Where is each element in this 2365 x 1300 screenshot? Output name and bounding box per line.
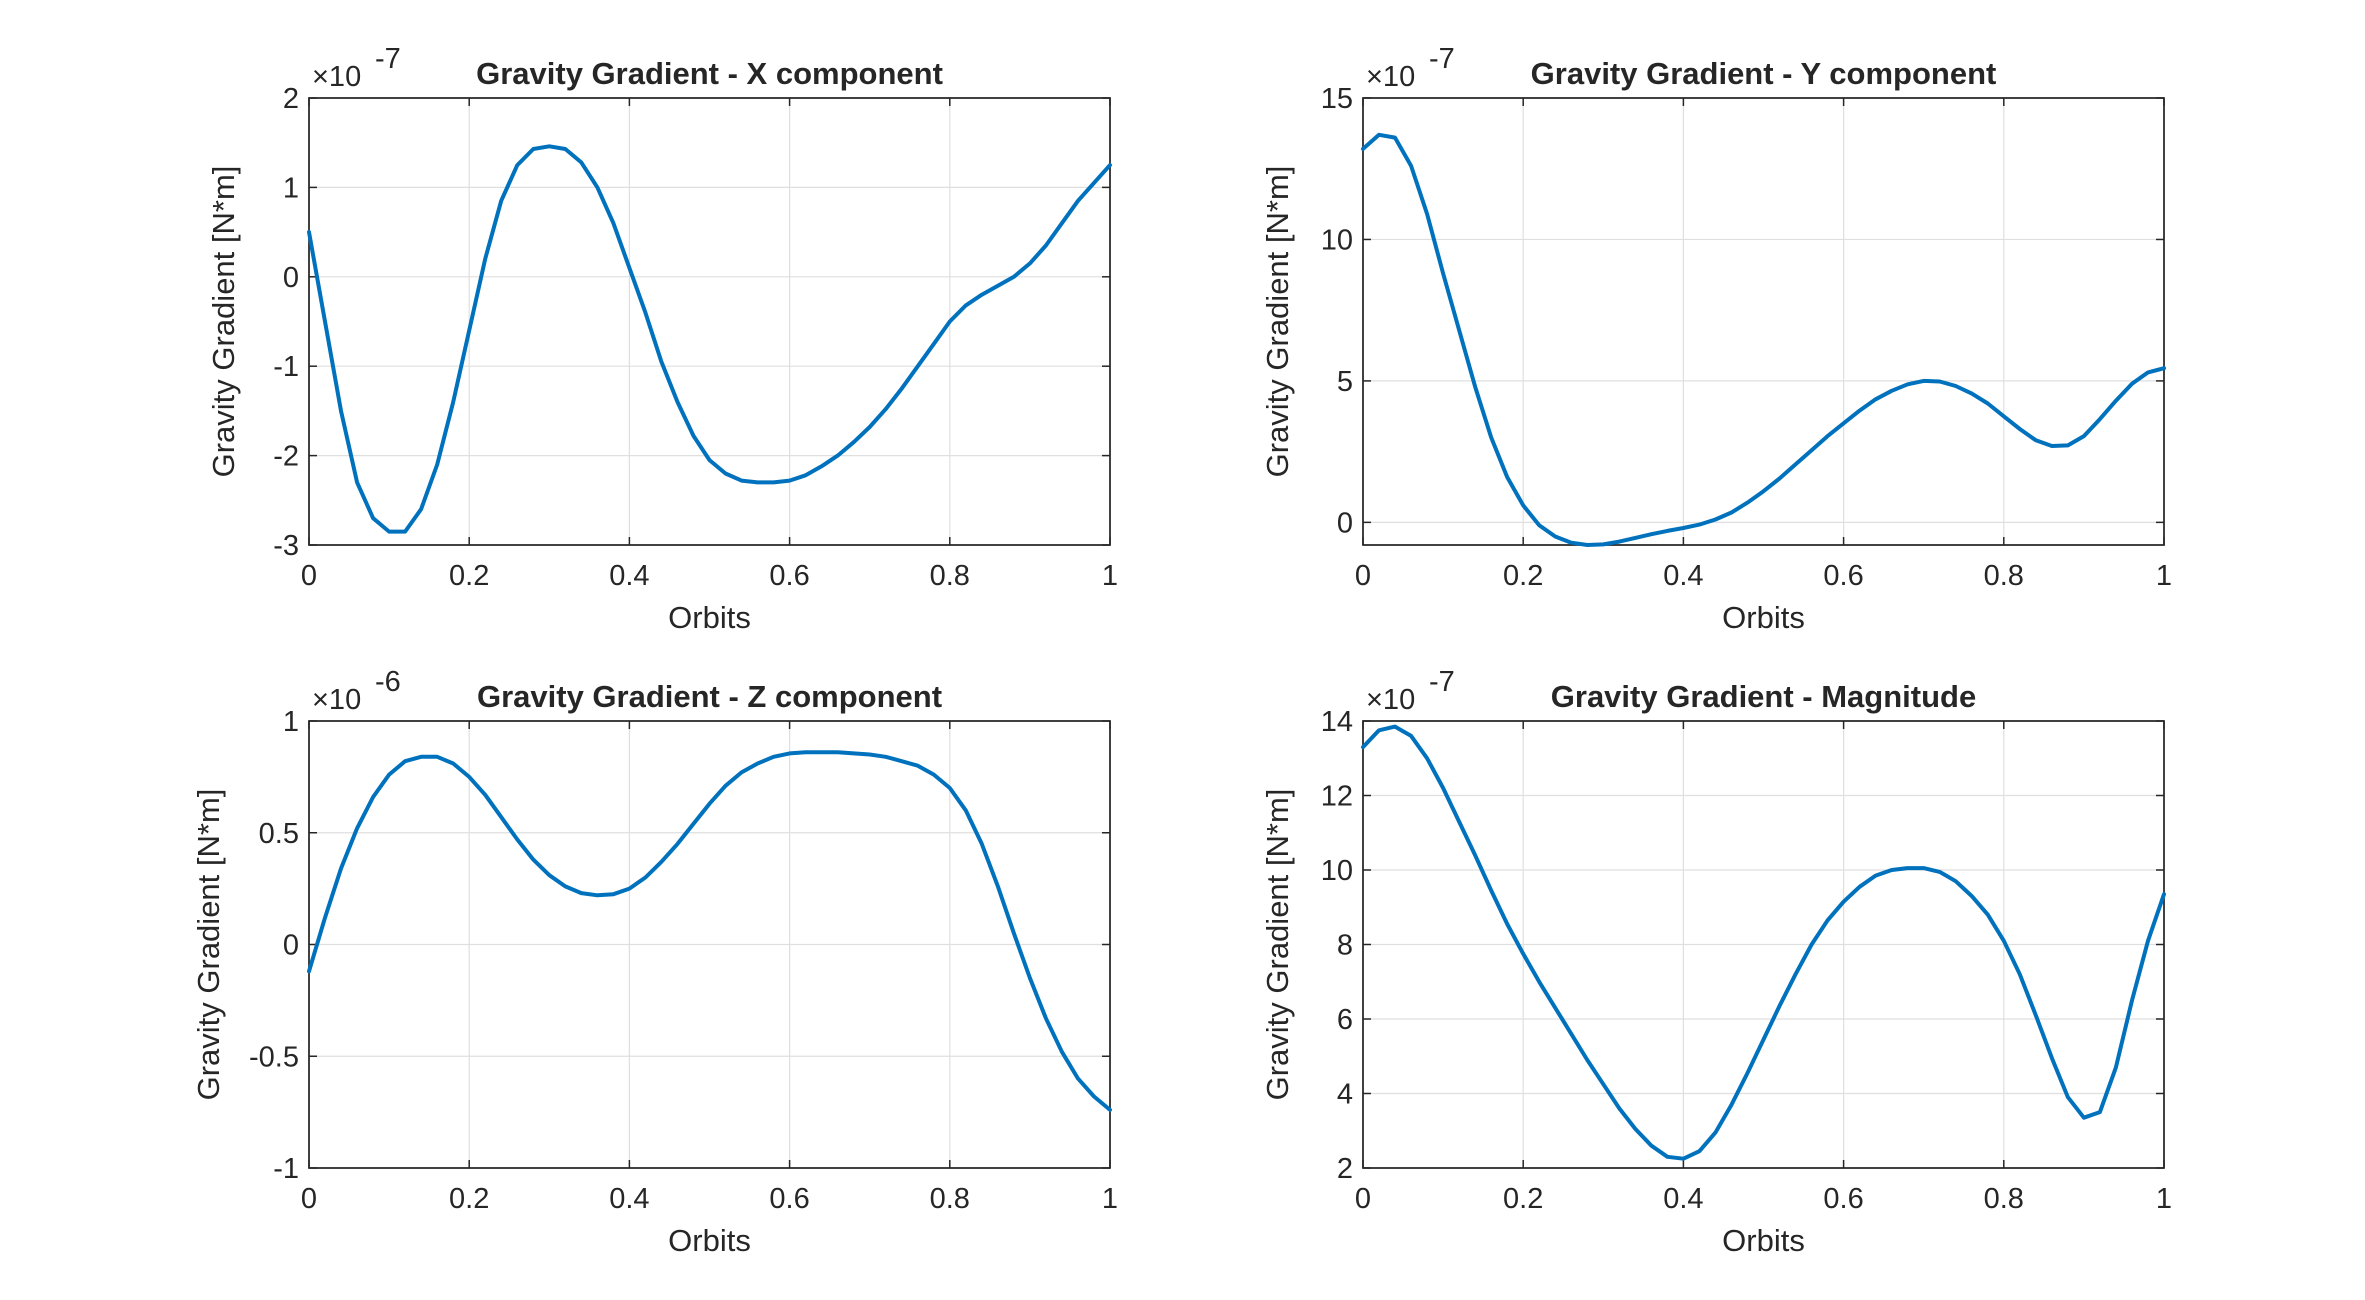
- x-axes-box: [308, 97, 1111, 546]
- y-x-axis-label: Orbits: [1722, 600, 1805, 635]
- magnitude-y-tick-label: 10: [1321, 855, 1353, 887]
- magnitude-x-axis-label: Orbits: [1722, 1223, 1805, 1258]
- magnitude-x-tick-label: 0.8: [1984, 1183, 2024, 1215]
- z-y-tick-label: 1: [283, 706, 299, 738]
- magnitude-y-tick-label: 14: [1321, 706, 1353, 738]
- x-x-axis-label: Orbits: [668, 600, 751, 635]
- z-y-axis-label: Gravity Gradient [N*m]: [191, 789, 226, 1101]
- y-title: Gravity Gradient - Y component: [1531, 56, 1997, 91]
- magnitude-y-axis-label: Gravity Gradient [N*m]: [1260, 789, 1295, 1101]
- x-x-tick-label: 0.6: [769, 560, 809, 592]
- z-x-axis-label: Orbits: [668, 1223, 751, 1258]
- x-exponent-label: ×10: [312, 61, 361, 93]
- magnitude-x-tick-label: 1: [2156, 1183, 2172, 1215]
- y-y-tick-label: 10: [1321, 224, 1353, 256]
- x-x-tick-label: 1: [1102, 560, 1118, 592]
- x-title: Gravity Gradient - X component: [476, 56, 943, 91]
- magnitude-y-tick-label: 12: [1321, 781, 1353, 813]
- z-y-tick-label: -1: [273, 1153, 299, 1185]
- magnitude-title: Gravity Gradient - Magnitude: [1551, 679, 1976, 714]
- x-y-axis-label: Gravity Gradient [N*m]: [206, 166, 241, 478]
- x-y-tick-label: -1: [273, 351, 299, 383]
- magnitude-x-tick-label: 0: [1355, 1183, 1371, 1215]
- x-y-tick-label: 0: [283, 262, 299, 294]
- x-x-tick-label: 0: [301, 560, 317, 592]
- y-exponent-label: ×10: [1366, 61, 1415, 93]
- z-x-tick-label: 0.2: [449, 1183, 489, 1215]
- x-series-line: [307, 144, 1112, 534]
- y-x-tick-label: 0.8: [1984, 560, 2024, 592]
- z-x-tick-label: 0.8: [930, 1183, 970, 1215]
- magnitude-x-tick-label: 0.4: [1663, 1183, 1703, 1215]
- y-y-axis-label: Gravity Gradient [N*m]: [1260, 166, 1295, 478]
- y-axes-box: [1362, 97, 2165, 546]
- z-exponent-label: ×10: [312, 684, 361, 716]
- x-y-tick-label: 1: [283, 172, 299, 204]
- z-exponent-power: -6: [375, 666, 401, 698]
- subplot-z-component: 0 0.2 0.4 0.6 0.8 1 -1 -0.5 0 0.5 1 Gravity Gradien…: [191, 666, 1118, 1258]
- magnitude-y-tick-label: 8: [1337, 930, 1353, 962]
- magnitude-exponent-label: ×10: [1366, 684, 1415, 716]
- y-x-tick-label: 0.6: [1823, 560, 1863, 592]
- y-y-tick-label: 15: [1321, 83, 1353, 115]
- y-y-tick-label: 0: [1337, 507, 1353, 539]
- x-x-tick-label: 0.2: [449, 560, 489, 592]
- z-title: Gravity Gradient - Z component: [477, 679, 942, 714]
- magnitude-exponent-power: -7: [1429, 666, 1455, 698]
- y-x-tick-label: 0: [1355, 560, 1371, 592]
- magnitude-series-line: [1361, 724, 2166, 1161]
- x-x-tick-label: 0.4: [609, 560, 649, 592]
- x-y-tick-label: 2: [283, 83, 299, 115]
- y-series-line: [1361, 132, 2166, 547]
- y-y-tick-label: 5: [1337, 366, 1353, 398]
- z-x-tick-label: 0: [301, 1183, 317, 1215]
- y-x-tick-label: 0.2: [1503, 560, 1543, 592]
- z-x-tick-label: 0.6: [769, 1183, 809, 1215]
- y-plot-area: [1362, 97, 2165, 546]
- magnitude-y-tick-label: 2: [1337, 1153, 1353, 1185]
- magnitude-y-tick-label: 4: [1337, 1079, 1353, 1111]
- x-y-tick-label: -3: [273, 530, 299, 562]
- x-x-tick-label: 0.8: [930, 560, 970, 592]
- magnitude-x-tick-label: 0.6: [1823, 1183, 1863, 1215]
- z-x-tick-label: 1: [1102, 1183, 1118, 1215]
- x-y-tick-label: -2: [273, 441, 299, 473]
- magnitude-y-tick-label: 6: [1337, 1004, 1353, 1036]
- x-plot-area: [308, 97, 1111, 546]
- z-series-line: [307, 750, 1112, 1112]
- y-x-tick-label: 1: [2156, 560, 2172, 592]
- y-exponent-power: -7: [1429, 43, 1455, 75]
- subplot-x-component: 0 0.2 0.4 0.6 0.8 1 -3 -2 -1 0 1 2 Gravity Gradient …: [206, 43, 1118, 635]
- x-exponent-power: -7: [375, 43, 401, 75]
- z-x-tick-label: 0.4: [609, 1183, 649, 1215]
- z-y-tick-label: 0.5: [259, 818, 299, 850]
- y-x-tick-label: 0.4: [1663, 560, 1703, 592]
- magnitude-x-tick-label: 0.2: [1503, 1183, 1543, 1215]
- z-y-tick-label: -0.5: [249, 1041, 299, 1073]
- z-y-tick-label: 0: [283, 930, 299, 962]
